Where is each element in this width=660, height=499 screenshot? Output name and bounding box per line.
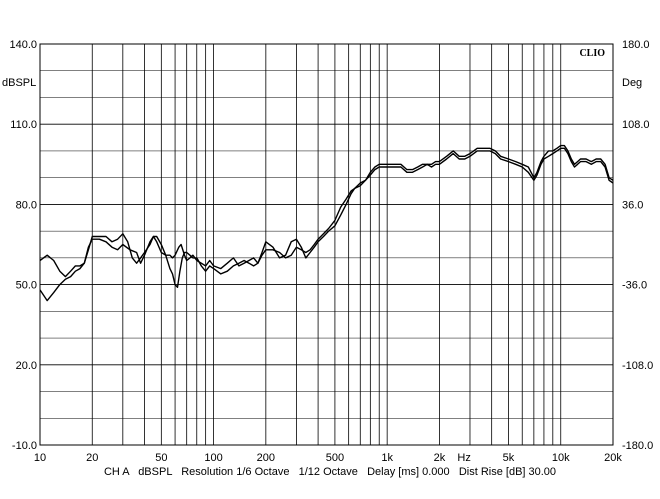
x-tick-label: 10k	[552, 452, 570, 464]
footer-channel: CH A	[103, 466, 130, 478]
right-axis-ticks: 180.0 108.0 36.0 -36.0 -108.0 -180.0	[622, 39, 653, 452]
left-tick-label: -10.0	[12, 440, 37, 452]
footer-octave: 1/12 Octave	[298, 466, 358, 478]
response-curves	[39, 144, 614, 302]
x-tick-label: 200	[257, 452, 275, 464]
right-tick-label: 180.0	[622, 39, 650, 51]
x-tick-label: 20k	[604, 452, 622, 464]
x-tick-label: 5k	[503, 452, 515, 464]
footer-dist-rise: Dist Rise [dB] 30.00	[458, 466, 557, 478]
left-tick-label: 140.0	[9, 39, 37, 51]
right-tick-label: 108.0	[622, 119, 650, 131]
x-tick-label: 100	[204, 452, 222, 464]
right-tick-label: 36.0	[622, 199, 643, 211]
x-tick-label: 10	[34, 452, 46, 464]
left-axis-ticks: 140.0 110.0 80.0 50.0 20.0 -10.0	[9, 39, 37, 452]
right-tick-label: -108.0	[622, 360, 653, 372]
left-tick-label: 20.0	[16, 360, 37, 372]
clio-brand-label: CLIO	[579, 48, 605, 59]
vertical-gridlines	[91, 44, 562, 445]
left-tick-label: 50.0	[16, 280, 37, 292]
x-tick-label: 50	[155, 452, 167, 464]
right-axis-unit: Deg	[622, 77, 642, 89]
response-curve-2	[39, 147, 614, 302]
x-tick-label: 1k	[381, 452, 393, 464]
left-tick-label: 80.0	[16, 199, 37, 211]
measurement-footer: CH A dBSPL Resolution 1/6 Octave 1/12 Oc…	[0, 466, 660, 478]
footer-delay: Delay [ms] 0.000	[367, 466, 450, 478]
plot-frame	[39, 43, 614, 446]
right-tick-label: -36.0	[622, 280, 647, 292]
right-tick-label: -180.0	[622, 440, 653, 452]
left-tick-label: 110.0	[10, 119, 37, 131]
x-axis-unit: Hz	[457, 452, 470, 464]
footer-resolution: Resolution 1/6 Octave	[181, 466, 290, 478]
x-tick-label: 2k	[434, 452, 446, 464]
x-tick-label: 20	[86, 452, 98, 464]
left-axis-unit: dBSPL	[2, 77, 36, 89]
x-tick-label: 500	[326, 452, 344, 464]
footer-unit: dBSPL	[138, 466, 173, 478]
x-axis-ticks: 10 20 50 100 200 500 1k 2k 5k 10k 20k	[34, 452, 622, 464]
horizontal-gridlines	[40, 70, 613, 419]
